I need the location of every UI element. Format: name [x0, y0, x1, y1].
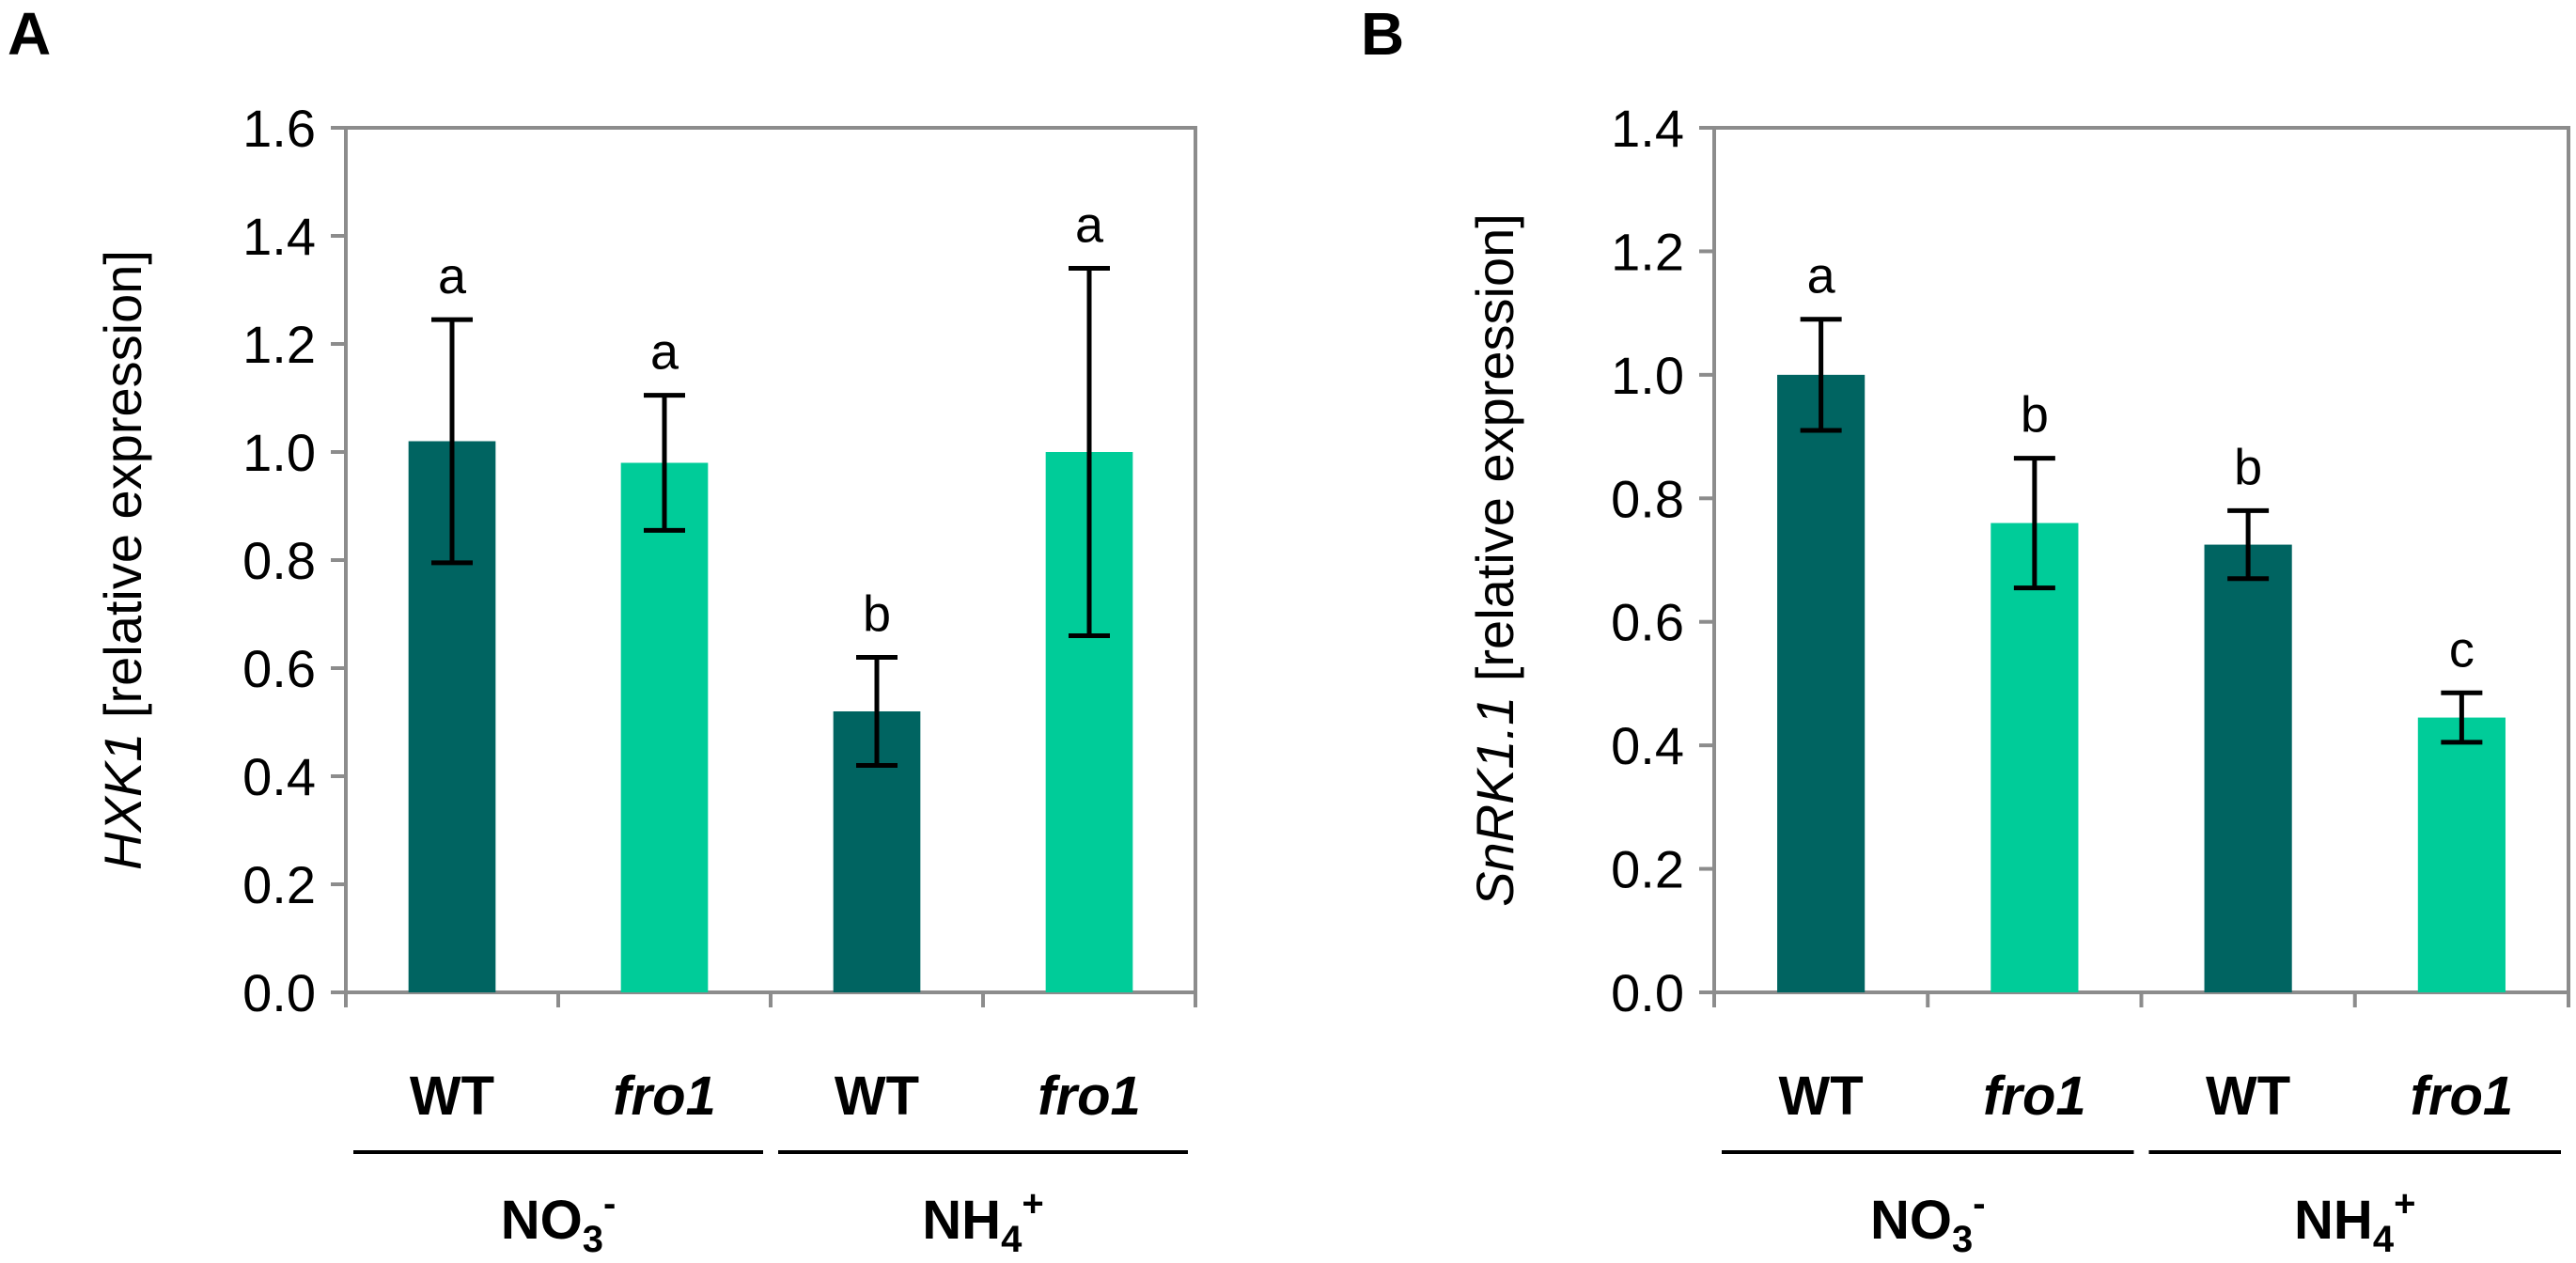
y-tick-label: 0.0 [1611, 963, 1684, 1022]
bar [2417, 717, 2506, 992]
group-label-superscript: + [2394, 1183, 2415, 1224]
significance-letter: a [1807, 248, 1836, 304]
bar [1777, 374, 1866, 992]
y-axis-label-gene: SnRK1.1 [1465, 696, 1524, 907]
significance-letter: b [2234, 439, 2262, 495]
y-tick-label: 0.8 [1611, 469, 1684, 528]
group-label-subscript: 4 [1001, 1219, 1023, 1260]
y-tick-label: 1.0 [1611, 346, 1684, 405]
significance-letter: a [438, 248, 467, 304]
y-axis-label-unit: [relative expression] [1465, 213, 1524, 696]
significance-letter: b [2021, 387, 2049, 444]
significance-letter: a [1075, 197, 1104, 254]
y-tick-label: 1.2 [1611, 222, 1684, 281]
chart-panel-a: A 0.0 0.2 0.4 0.6 0.8 1.0 1.2 1.4 1.6 HXK1 [relati… [8, 0, 1197, 1260]
y-tick-label: 1.6 [242, 99, 316, 158]
group-label: NO3- [501, 1183, 617, 1260]
group-label: NH4+ [922, 1183, 1043, 1260]
x-category-label: fro1 [1983, 1066, 2086, 1127]
panel-label: A [8, 0, 51, 68]
group-label: NH4+ [2294, 1183, 2415, 1260]
x-category-label: WT [835, 1066, 919, 1127]
group-label-main: NH [2294, 1190, 2373, 1251]
group-label-superscript: + [1022, 1183, 1043, 1224]
y-tick-label: 0.4 [242, 747, 316, 806]
chart-panel-b: B 0.0 0.2 0.4 0.6 0.8 1.0 1.2 1.4 SnRK1.1 [relati… [1361, 0, 2570, 1260]
group-label-superscript: - [603, 1183, 616, 1224]
y-tick-label: 0.2 [1611, 840, 1684, 899]
significance-letter: a [650, 324, 679, 381]
group-label-main: NO [501, 1190, 583, 1251]
y-tick-label: 1.4 [242, 207, 316, 266]
bar [620, 462, 709, 992]
y-tick-label: 0.2 [242, 855, 316, 914]
group-label-subscript: 4 [2373, 1219, 2395, 1260]
y-tick-label: 0.6 [1611, 593, 1684, 652]
group-label-superscript: - [1973, 1183, 1985, 1224]
y-tick-label: 1.2 [242, 315, 316, 374]
y-tick-label: 1.4 [1611, 99, 1684, 158]
significance-letter: b [863, 586, 891, 643]
y-axis-label-unit: [relative expression] [93, 250, 152, 733]
group-label-subscript: 3 [1952, 1219, 1973, 1260]
y-tick-label: 0.0 [242, 963, 316, 1022]
x-category-label: WT [410, 1066, 494, 1127]
group-label-main: NH [922, 1190, 1001, 1251]
y-tick-label: 0.4 [1611, 716, 1684, 775]
panel-label: B [1361, 0, 1404, 68]
x-category-label: fro1 [1038, 1066, 1141, 1127]
x-category-label: WT [2206, 1066, 2290, 1127]
y-axis-label-gene: HXK1 [93, 733, 152, 870]
x-category-label: fro1 [2411, 1066, 2514, 1127]
group-label-subscript: 3 [583, 1219, 603, 1260]
y-tick-label: 1.0 [242, 423, 316, 482]
bar [1991, 522, 2079, 992]
y-axis-label: HXK1 [relative expression] [93, 250, 152, 870]
significance-letter: c [2449, 621, 2475, 678]
x-category-label: WT [1779, 1066, 1864, 1127]
group-label: NO3- [1870, 1183, 1986, 1260]
y-axis-label: SnRK1.1 [relative expression] [1465, 213, 1524, 907]
y-tick-label: 0.8 [242, 531, 316, 590]
bar [2204, 544, 2292, 992]
y-tick-label: 0.6 [242, 639, 316, 698]
group-label-main: NO [1870, 1190, 1952, 1251]
x-category-label: fro1 [613, 1066, 716, 1127]
